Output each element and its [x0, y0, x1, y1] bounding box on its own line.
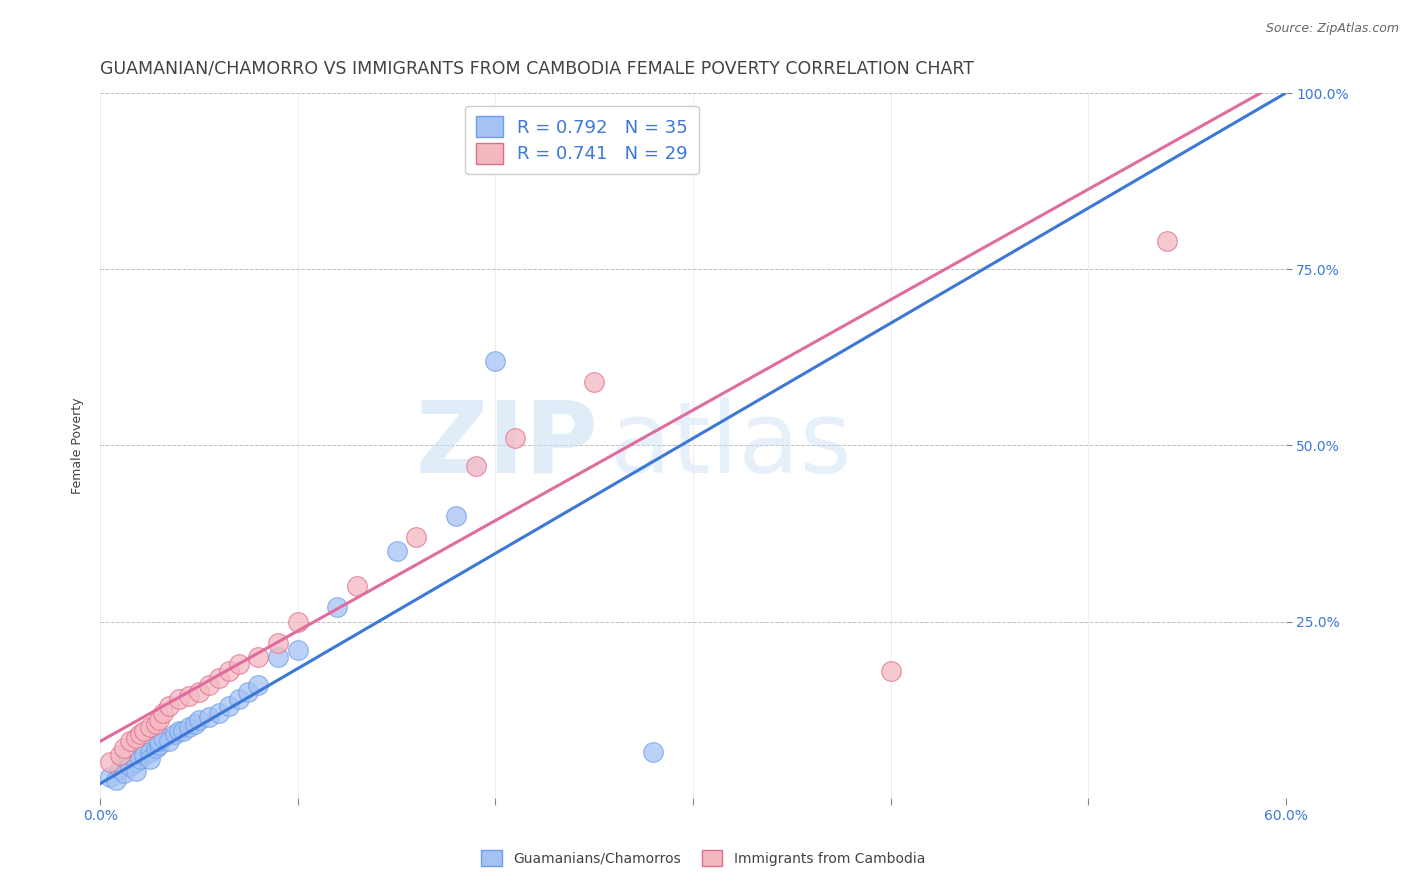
Point: [267, 649, 290, 664]
Point: [165, 727, 187, 741]
Point: [198, 678, 221, 692]
Point: [346, 579, 368, 593]
Point: [138, 745, 160, 759]
Text: atlas: atlas: [610, 397, 852, 494]
Point: [152, 731, 174, 745]
Y-axis label: Female Poverty: Female Poverty: [72, 397, 84, 493]
Point: [1156, 234, 1178, 248]
Text: GUAMANIAN/CHAMORRO VS IMMIGRANTS FROM CAMBODIA FEMALE POVERTY CORRELATION CHART: GUAMANIAN/CHAMORRO VS IMMIGRANTS FROM CA…: [100, 60, 974, 78]
Point: [247, 649, 270, 664]
Point: [267, 635, 290, 649]
Point: [583, 375, 606, 389]
Point: [484, 353, 506, 368]
Point: [132, 723, 155, 738]
Text: ZIP: ZIP: [415, 397, 598, 494]
Point: [247, 678, 270, 692]
Point: [188, 713, 211, 727]
Point: [125, 731, 148, 745]
Point: [643, 745, 665, 759]
Point: [464, 459, 486, 474]
Text: Source: ZipAtlas.com: Source: ZipAtlas.com: [1265, 22, 1399, 36]
Point: [167, 723, 190, 738]
Point: [138, 720, 160, 734]
Point: [444, 508, 467, 523]
Point: [208, 671, 231, 685]
Point: [125, 764, 148, 778]
Point: [98, 756, 121, 770]
Point: [138, 752, 160, 766]
Legend: R = 0.792   N = 35, R = 0.741   N = 29: R = 0.792 N = 35, R = 0.741 N = 29: [465, 105, 699, 175]
Point: [145, 741, 167, 756]
Point: [218, 664, 240, 678]
Point: [125, 756, 148, 770]
Point: [287, 642, 309, 657]
Point: [287, 615, 309, 629]
Point: [108, 748, 131, 763]
Point: [167, 692, 190, 706]
Point: [228, 692, 250, 706]
Point: [179, 689, 201, 703]
Point: [405, 530, 427, 544]
Point: [152, 706, 174, 720]
Point: [148, 713, 170, 727]
Point: [157, 734, 180, 748]
Point: [172, 723, 194, 738]
Point: [218, 699, 240, 714]
Point: [108, 763, 131, 777]
Point: [179, 720, 201, 734]
Point: [879, 664, 901, 678]
Point: [128, 727, 150, 741]
Point: [326, 600, 349, 615]
Point: [105, 773, 128, 788]
Point: [148, 734, 170, 748]
Point: [228, 657, 250, 671]
Point: [128, 752, 150, 766]
Point: [112, 766, 135, 780]
Point: [118, 759, 141, 773]
Point: [98, 770, 121, 784]
Point: [188, 685, 211, 699]
Legend: Guamanians/Chamorros, Immigrants from Cambodia: Guamanians/Chamorros, Immigrants from Ca…: [475, 845, 931, 871]
Point: [208, 706, 231, 720]
Point: [198, 709, 221, 723]
Point: [118, 734, 141, 748]
Point: [238, 685, 260, 699]
Point: [112, 741, 135, 756]
Point: [385, 544, 408, 558]
Point: [503, 431, 526, 445]
Point: [157, 699, 180, 714]
Point: [132, 748, 155, 763]
Point: [184, 716, 207, 731]
Point: [148, 738, 170, 752]
Point: [145, 716, 167, 731]
